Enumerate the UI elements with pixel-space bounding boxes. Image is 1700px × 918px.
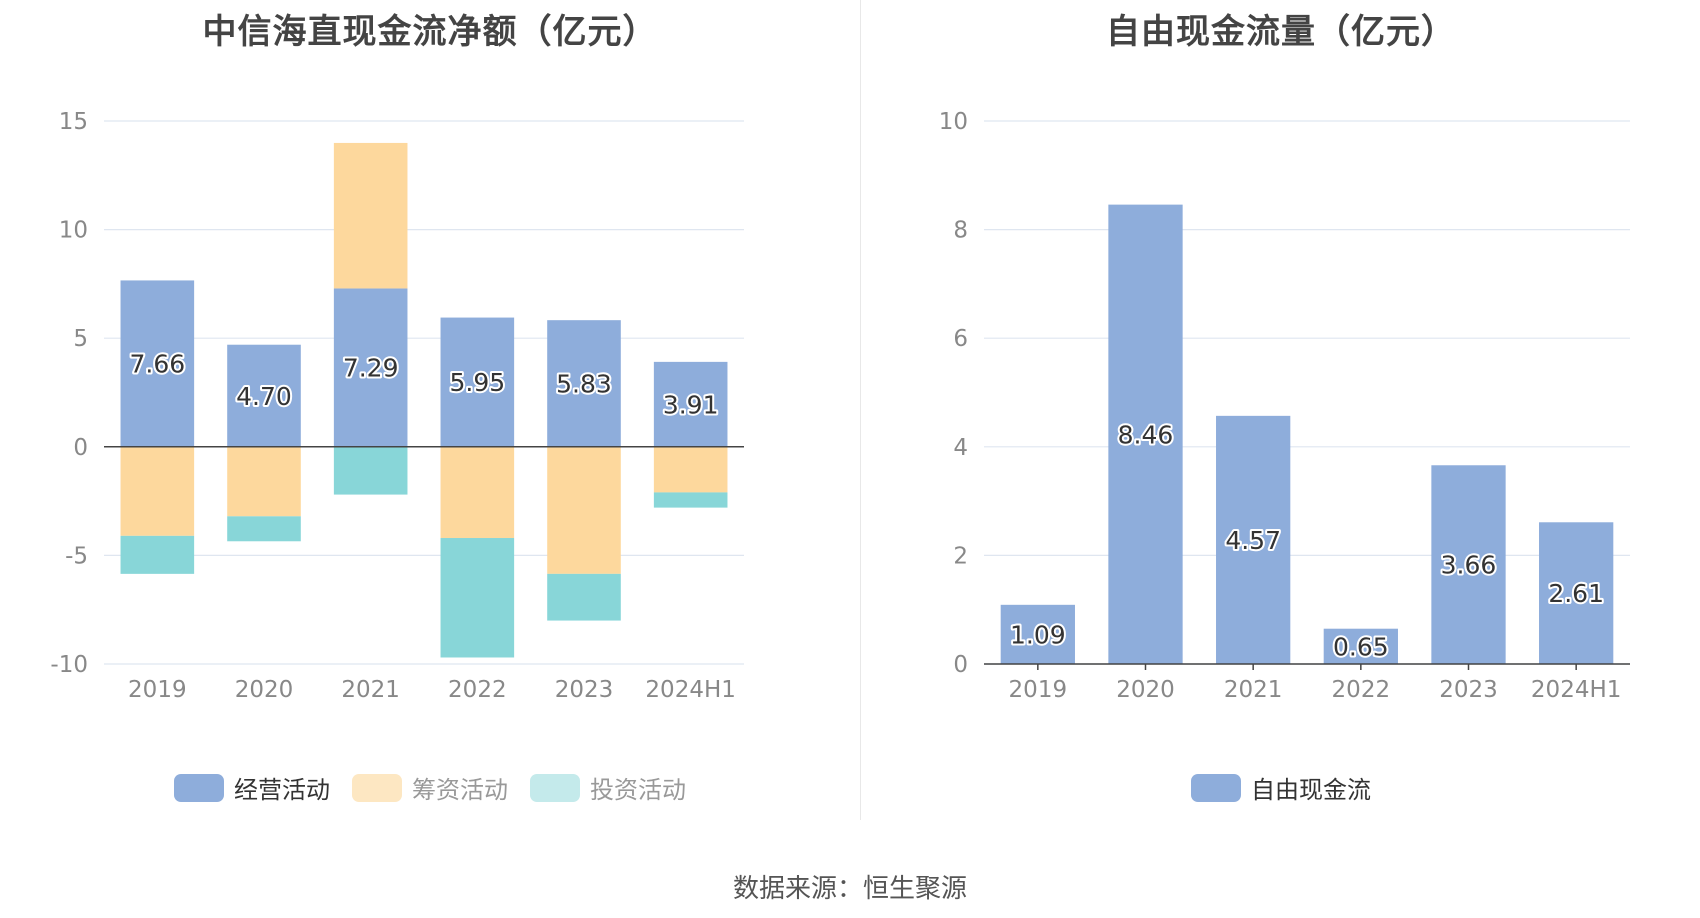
data-label: 4.57: [1225, 526, 1281, 555]
bar-筹资活动-2024H1: [653, 446, 728, 493]
data-label: 8.46: [1118, 420, 1174, 449]
panel-divider: [860, 0, 861, 820]
x-tick-label: 2023: [1439, 677, 1498, 703]
free-cash-flow-chart-panel: 自由现金流量（亿元） 10 8 6 4 2 0 1.09 2019 8.46 2020 4.57 20…: [862, 0, 1700, 820]
legend-item-financing[interactable]: 筹资活动: [352, 770, 508, 805]
bar-自由现金流-2022: [1323, 628, 1398, 664]
legend-swatch: [174, 773, 224, 802]
x-tick-label: 2022: [1332, 677, 1391, 703]
y-tick-label: 0: [73, 435, 88, 461]
chart-title: 中信海直现金流净额（亿元）: [202, 12, 658, 52]
legend-label: 筹资活动: [412, 776, 508, 804]
legend-label: 经营活动: [234, 776, 330, 804]
legend-item-investing[interactable]: 投资活动: [530, 770, 686, 805]
bar-筹资活动-2020: [227, 446, 301, 517]
legend-item-operating[interactable]: 经营活动: [174, 770, 330, 805]
y-tick-label: 2: [953, 543, 968, 569]
data-source: 数据来源：恒生聚源: [732, 874, 967, 904]
bar-自由现金流-2024H1: [1539, 522, 1614, 664]
bar-自由现金流-2019: [1000, 604, 1075, 664]
x-tick-label: 2021: [341, 677, 400, 703]
bar-筹资活动-2023: [547, 446, 621, 574]
y-tick-label: 10: [939, 109, 968, 135]
legend-label: 投资活动: [590, 776, 686, 804]
data-label: 5.95: [449, 368, 505, 397]
y-tick-label: 4: [953, 435, 968, 461]
data-label: 3.91: [663, 390, 719, 419]
y-tick-label: 8: [953, 218, 968, 244]
data-label: 7.29: [343, 354, 399, 383]
bar-投资活动-2023: [547, 573, 621, 621]
x-tick-label: 2023: [555, 677, 614, 703]
y-tick-label: -10: [50, 652, 88, 678]
y-tick-label: -5: [65, 543, 88, 569]
legend-swatch: [352, 773, 402, 802]
chart-legend: 经营活动 筹资活动 投资活动: [0, 770, 860, 805]
y-tick-label: 5: [73, 326, 88, 352]
x-tick-label: 2024H1: [1531, 677, 1621, 703]
chart-legend: 自由现金流: [862, 770, 1700, 805]
bar-自由现金流-2021: [1216, 415, 1291, 664]
bar-投资活动-2019: [120, 535, 195, 574]
x-tick-label: 2019: [128, 677, 187, 703]
y-tick-label: 10: [59, 218, 88, 244]
bar-经营活动-2024H1: [653, 361, 728, 447]
bar-筹资活动-2021: [333, 142, 408, 289]
cash-flow-chart-panel: 中信海直现金流净额（亿元） 15 10 5 0 -5 -10 7.66 2019 4.70 202…: [0, 0, 860, 820]
chart-title: 自由现金流量（亿元）: [1106, 12, 1456, 52]
legend-swatch: [1191, 773, 1241, 802]
bar-自由现金流-2020: [1108, 204, 1183, 664]
cash-flow-chart: 15 10 5 0 -5 -10 7.66 2019 4.70 2020 7.29 2021 5.95 2…: [50, 109, 744, 703]
bar-经营活动-2019: [120, 280, 195, 447]
bar-投资活动-2020: [227, 516, 301, 542]
bar-筹资活动-2019: [120, 446, 195, 536]
x-tick-label: 2020: [235, 677, 294, 703]
bar-投资活动-2024H1: [653, 492, 728, 508]
legend-item-free-cash-flow[interactable]: 自由现金流: [1191, 770, 1371, 805]
data-label: 4.70: [236, 382, 292, 411]
bar-投资活动-2021: [333, 446, 408, 495]
data-label: 0.65: [1333, 632, 1389, 661]
x-tick-label: 2019: [1009, 677, 1068, 703]
data-label: 3.66: [1441, 551, 1497, 580]
data-label: 5.83: [556, 369, 612, 398]
y-tick-label: 15: [59, 109, 88, 135]
bar-自由现金流-2023: [1431, 465, 1506, 664]
free-cash-flow-chart: 10 8 6 4 2 0 1.09 2019 8.46 2020 4.57 2021 0.65 2022 3…: [939, 109, 1630, 703]
x-tick-label: 2020: [1116, 677, 1175, 703]
bar-经营活动-2021: [333, 288, 408, 447]
bar-经营活动-2023: [547, 320, 621, 447]
y-tick-label: 6: [953, 326, 968, 352]
x-tick-label: 2024H1: [645, 677, 735, 703]
data-label: 2.61: [1548, 579, 1604, 608]
bar-筹资活动-2022: [440, 446, 515, 539]
legend-swatch: [530, 773, 580, 802]
data-label: 7.66: [129, 350, 185, 379]
legend-label: 自由现金流: [1251, 776, 1371, 804]
x-tick-label: 2021: [1224, 677, 1283, 703]
x-tick-label: 2022: [448, 677, 507, 703]
data-label: 1.09: [1010, 620, 1066, 649]
bar-经营活动-2022: [440, 317, 515, 447]
bar-投资活动-2022: [440, 538, 515, 658]
bar-经营活动-2020: [227, 344, 301, 447]
y-tick-label: 0: [953, 652, 968, 678]
